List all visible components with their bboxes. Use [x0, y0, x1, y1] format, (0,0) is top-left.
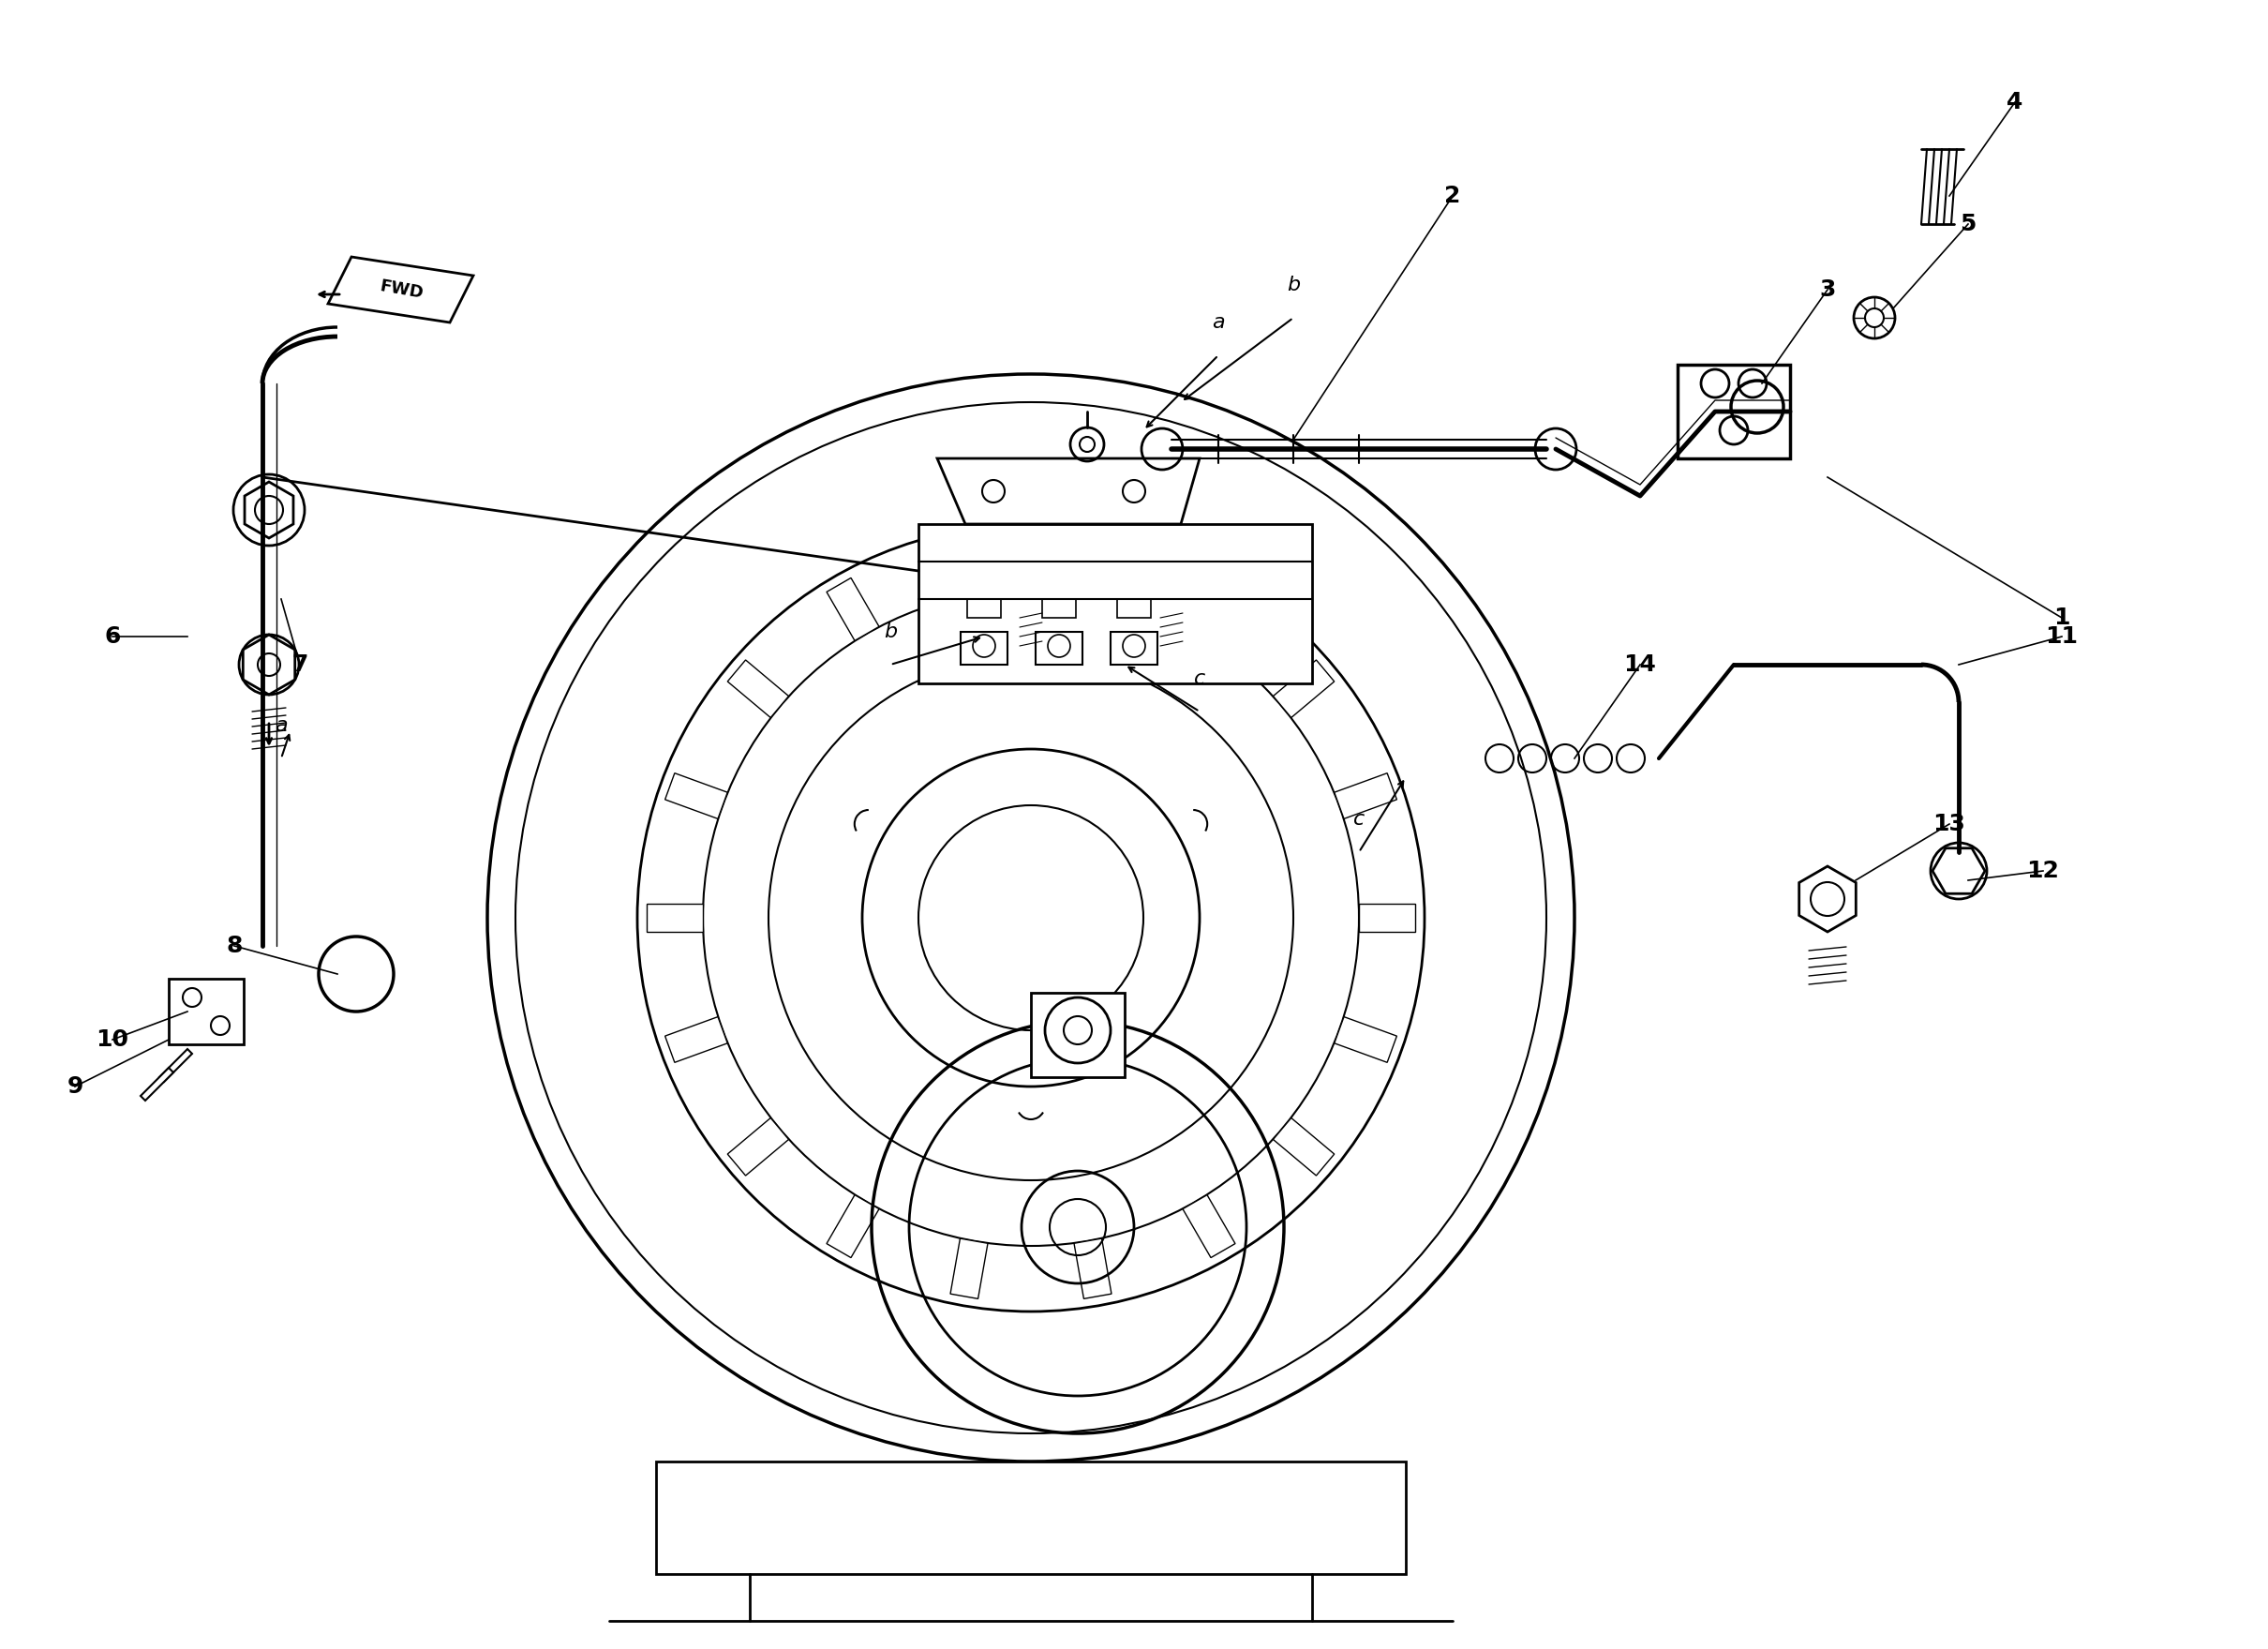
Polygon shape — [1032, 993, 1125, 1077]
Text: 8: 8 — [227, 935, 243, 956]
Circle shape — [1048, 635, 1070, 658]
Polygon shape — [646, 904, 703, 932]
Text: a: a — [274, 716, 288, 735]
Text: a: a — [1211, 313, 1225, 331]
Polygon shape — [1678, 364, 1789, 458]
Polygon shape — [655, 1461, 1406, 1575]
Text: 1: 1 — [2053, 607, 2071, 628]
Polygon shape — [1272, 1118, 1334, 1176]
Text: 10: 10 — [95, 1029, 129, 1050]
Polygon shape — [141, 1069, 172, 1100]
Bar — [1043, 599, 1075, 618]
Text: 3: 3 — [1819, 279, 1835, 300]
Text: 6: 6 — [104, 625, 120, 648]
Polygon shape — [665, 773, 728, 820]
Bar — [962, 632, 1007, 665]
Text: 4: 4 — [2007, 91, 2023, 114]
Bar — [1036, 632, 1082, 665]
Polygon shape — [243, 635, 295, 694]
Polygon shape — [1075, 538, 1111, 597]
Polygon shape — [1182, 577, 1236, 641]
Polygon shape — [950, 1238, 989, 1299]
Bar — [1111, 632, 1157, 665]
Text: c: c — [1193, 669, 1204, 688]
Polygon shape — [1799, 866, 1855, 932]
Text: 12: 12 — [2028, 859, 2059, 882]
Polygon shape — [159, 1049, 193, 1082]
Polygon shape — [728, 660, 789, 717]
Polygon shape — [1272, 660, 1334, 717]
Text: 14: 14 — [1624, 653, 1656, 676]
Polygon shape — [245, 482, 293, 538]
Text: b: b — [1286, 275, 1300, 295]
Polygon shape — [826, 1196, 880, 1258]
Text: 11: 11 — [2046, 625, 2077, 648]
Polygon shape — [1075, 1238, 1111, 1299]
Polygon shape — [919, 524, 1313, 683]
Polygon shape — [665, 1017, 728, 1062]
Polygon shape — [728, 1118, 789, 1176]
Text: b: b — [885, 622, 896, 641]
Bar — [966, 599, 1000, 618]
Polygon shape — [168, 980, 243, 1044]
Polygon shape — [826, 577, 880, 641]
Text: 5: 5 — [1960, 213, 1975, 236]
Polygon shape — [1932, 848, 1984, 894]
Polygon shape — [1359, 904, 1415, 932]
Circle shape — [1123, 635, 1145, 658]
Text: FWD: FWD — [379, 277, 424, 302]
Polygon shape — [1334, 1017, 1397, 1062]
Circle shape — [973, 635, 996, 658]
Polygon shape — [1334, 773, 1397, 820]
Text: 9: 9 — [66, 1075, 84, 1098]
Polygon shape — [937, 458, 1200, 524]
Polygon shape — [1182, 1196, 1236, 1258]
Text: 7: 7 — [293, 653, 308, 676]
Polygon shape — [950, 538, 989, 597]
Text: 2: 2 — [1445, 185, 1461, 208]
Text: c: c — [1354, 810, 1365, 829]
Bar — [1118, 599, 1150, 618]
Polygon shape — [329, 257, 474, 323]
Text: 13: 13 — [1932, 813, 1966, 836]
